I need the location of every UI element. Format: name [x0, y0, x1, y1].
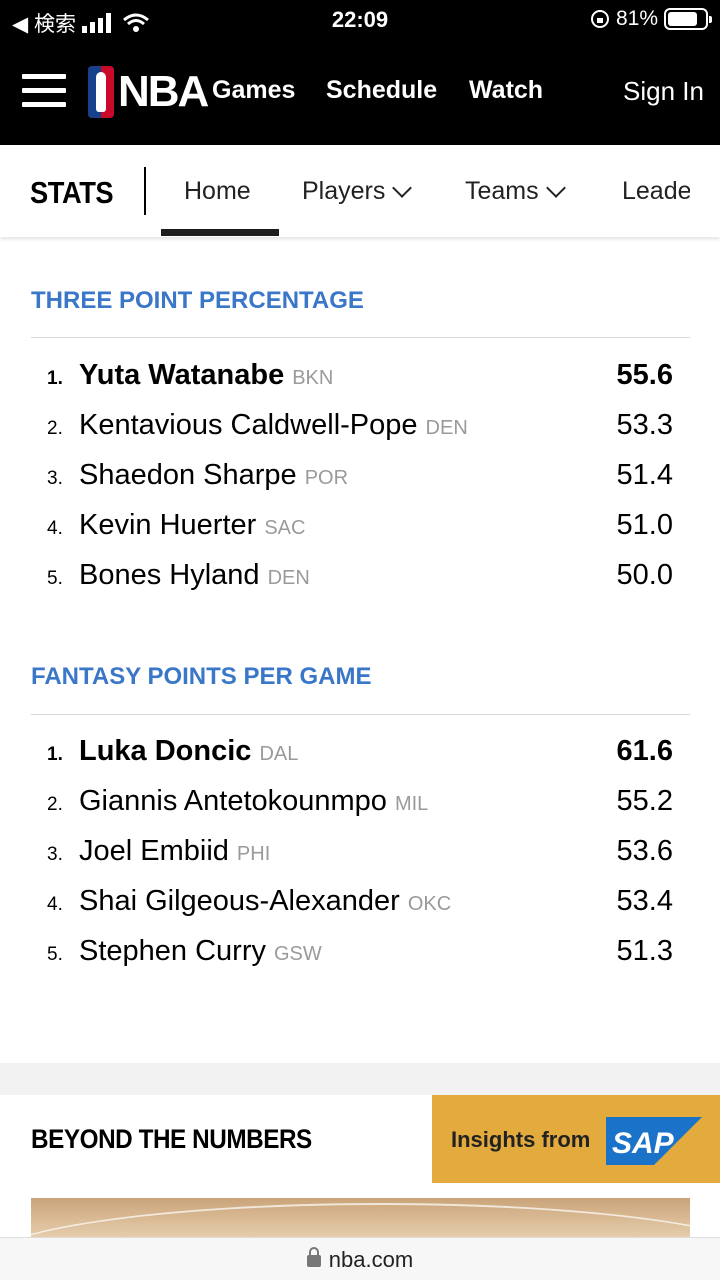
active-tab-indicator — [161, 229, 279, 236]
stat-value: 55.6 — [616, 359, 673, 391]
player-name[interactable]: Bones Hyland — [79, 559, 260, 591]
team-abbr: DAL — [259, 743, 299, 765]
player-name[interactable]: Giannis Antetokounmpo — [79, 785, 387, 817]
team-abbr: SAC — [264, 517, 306, 539]
sponsor-text: Insights from — [451, 1127, 591, 1152]
status-time: 22:09 — [331, 7, 389, 32]
leaderboard-row[interactable]: 1. Luka Doncic DAL 61.6 — [47, 735, 673, 775]
browser-url-bar[interactable]: nba.com — [0, 1237, 720, 1280]
stat-value: 61.6 — [616, 735, 673, 767]
subnav-divider — [144, 167, 146, 215]
stats-title[interactable]: STATS — [30, 175, 114, 210]
player-name[interactable]: Joel Embiid — [79, 835, 229, 867]
stat-value: 51.3 — [616, 935, 673, 967]
sap-logo-text: SAP — [612, 1127, 675, 1160]
leaderboard-row[interactable]: 4. Shai Gilgeous-Alexander OKC 53.4 — [47, 885, 673, 925]
leaderboard-row[interactable]: 5. Stephen Curry GSW 51.3 — [47, 935, 673, 975]
nav-link-watch[interactable]: Watch — [469, 76, 544, 104]
stat-value: 55.2 — [616, 785, 673, 817]
tab-teams[interactable]: Teams — [465, 177, 566, 206]
stats-subnav: STATS Home Players Teams Leade — [0, 145, 720, 237]
status-bar: ◀ 検索 22:09 81% — [0, 0, 720, 38]
row-rank: 1. — [47, 368, 63, 389]
team-abbr: BKN — [292, 367, 334, 389]
divider — [31, 714, 690, 715]
battery-icon — [664, 8, 712, 30]
row-rank: 1. — [47, 744, 63, 765]
back-to-search[interactable]: ◀ 検索 — [12, 8, 150, 38]
row-rank: 5. — [47, 944, 63, 965]
player-name[interactable]: Luka Doncic — [79, 735, 252, 767]
sap-sponsor-banner[interactable]: Insights from SAP — [432, 1095, 720, 1183]
tab-leaders-label: Leade — [622, 177, 690, 205]
stat-value: 53.3 — [616, 409, 673, 441]
leaderboard-title[interactable]: THREE POINT PERCENTAGE — [31, 287, 364, 314]
team-abbr: OKC — [407, 893, 452, 915]
top-nav: NBA Games Schedule Watch Sign In — [0, 38, 720, 145]
feature-image[interactable] — [31, 1198, 690, 1240]
wifi-icon — [123, 13, 149, 32]
player-name[interactable]: Stephen Curry — [79, 935, 266, 967]
team-abbr: DEN — [425, 417, 468, 439]
url-text: nba.com — [328, 1247, 414, 1272]
signal-icon — [81, 13, 111, 33]
menu-icon[interactable] — [22, 74, 66, 108]
player-name[interactable]: Shaedon Sharpe — [79, 459, 297, 491]
section-separator — [0, 1063, 720, 1095]
team-abbr: PHI — [236, 843, 271, 865]
leaderboard-row[interactable]: 2. Kentavious Caldwell-Pope DEN 53.3 — [47, 409, 673, 449]
nav-link-games[interactable]: Games — [212, 76, 296, 104]
leaderboard-row[interactable]: 1. Yuta Watanabe BKN 55.6 — [47, 359, 673, 399]
tab-teams-label: Teams — [465, 177, 539, 205]
player-name[interactable]: Yuta Watanabe — [79, 359, 285, 391]
player-name[interactable]: Shai Gilgeous-Alexander — [79, 885, 400, 917]
nba-logo-text: NBA — [118, 67, 209, 116]
back-label[interactable]: ◀ 検索 — [12, 13, 76, 36]
row-rank: 3. — [47, 468, 63, 489]
team-abbr: DEN — [267, 567, 310, 589]
row-rank: 5. — [47, 568, 63, 589]
tab-leaders[interactable]: Leade — [622, 177, 690, 206]
nav-link-schedule[interactable]: Schedule — [326, 76, 438, 104]
player-name[interactable]: Kevin Huerter — [79, 509, 257, 541]
row-rank: 4. — [47, 518, 63, 539]
tab-home-label: Home — [184, 177, 251, 205]
row-rank: 3. — [47, 844, 63, 865]
player-name[interactable]: Kentavious Caldwell-Pope — [79, 409, 418, 441]
rotation-lock-icon — [590, 10, 609, 28]
battery-percent: 81% — [615, 7, 658, 30]
nba-logo[interactable]: NBA — [88, 66, 209, 118]
beyond-the-numbers-title[interactable]: BEYOND THE NUMBERS — [31, 1124, 312, 1154]
sap-logo: SAP — [606, 1117, 702, 1165]
tab-players[interactable]: Players — [302, 177, 413, 206]
stat-value: 51.0 — [616, 509, 673, 541]
chevron-down-icon — [392, 177, 413, 198]
leaderboard-row[interactable]: 3. Shaedon Sharpe POR 51.4 — [47, 459, 673, 499]
row-rank: 2. — [47, 418, 63, 439]
team-abbr: POR — [304, 467, 349, 489]
team-abbr: GSW — [274, 943, 322, 965]
lock-icon — [306, 1247, 321, 1268]
leaderboard-row[interactable]: 5. Bones Hyland DEN 50.0 — [47, 559, 673, 599]
row-rank: 4. — [47, 894, 63, 915]
leaderboard-row[interactable]: 4. Kevin Huerter SAC 51.0 — [47, 509, 673, 549]
tab-home[interactable]: Home — [184, 177, 251, 206]
sign-in-link[interactable]: Sign In — [623, 76, 704, 106]
row-rank: 2. — [47, 794, 63, 815]
leaderboard-title[interactable]: FANTASY POINTS PER GAME — [31, 663, 372, 690]
chevron-down-icon — [545, 177, 566, 198]
team-abbr: MIL — [394, 793, 429, 815]
stat-value: 50.0 — [616, 559, 673, 591]
stat-value: 51.4 — [616, 459, 673, 491]
stat-value: 53.4 — [616, 885, 673, 917]
divider — [31, 337, 690, 338]
tab-players-label: Players — [302, 177, 386, 205]
nba-logo-icon — [88, 66, 114, 118]
leaderboard-row[interactable]: 3. Joel Embiid PHI 53.6 — [47, 835, 673, 875]
stat-value: 53.6 — [616, 835, 673, 867]
leaderboard-row[interactable]: 2. Giannis Antetokounmpo MIL 55.2 — [47, 785, 673, 825]
